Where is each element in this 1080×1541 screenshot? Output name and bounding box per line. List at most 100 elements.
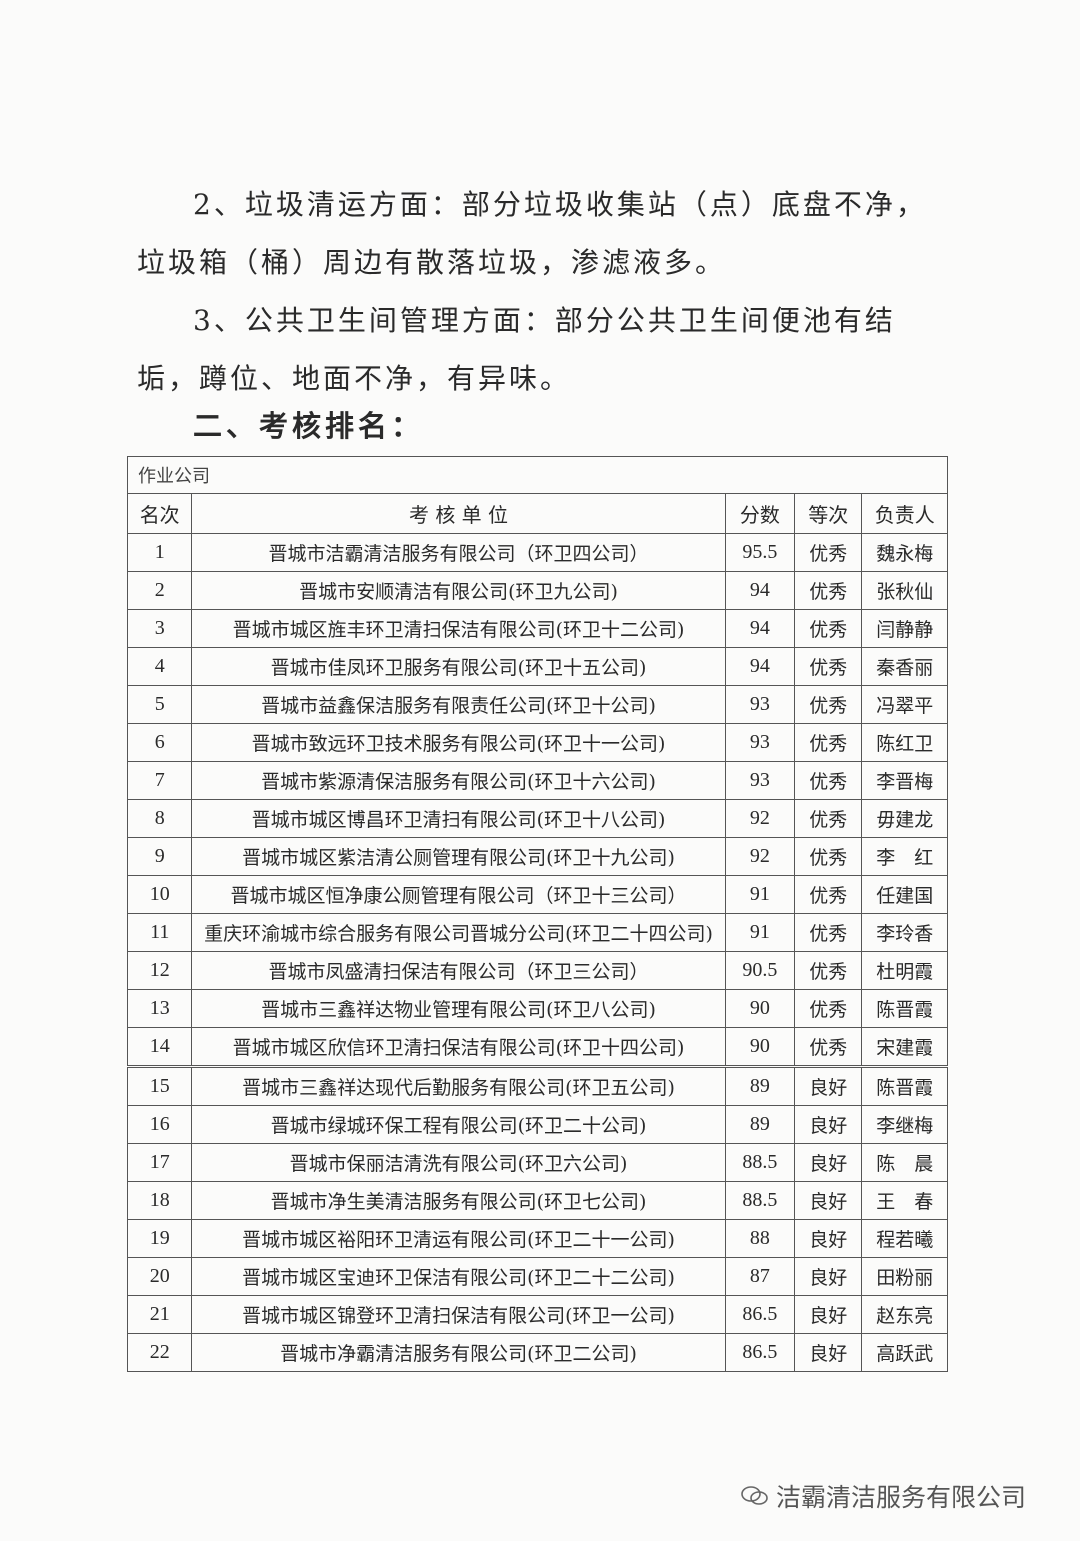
cell-person: 李继梅 bbox=[861, 1105, 948, 1144]
cell-grade: 优秀 bbox=[794, 1027, 863, 1067]
cell-person: 陈晋霞 bbox=[861, 989, 948, 1028]
cell-person: 张秋仙 bbox=[861, 571, 948, 610]
cell-rank: 5 bbox=[126, 685, 193, 724]
cell-rank: 7 bbox=[126, 761, 193, 800]
cell-unit: 晋城市城区紫洁清公厕管理有限公司(环卫十九公司) bbox=[191, 837, 726, 876]
cell-grade: 优秀 bbox=[794, 533, 863, 572]
table-row: 8 晋城市城区博昌环卫清扫有限公司(环卫十八公司) 92 优秀 毋建龙 bbox=[126, 799, 948, 838]
cell-unit: 晋城市城区博昌环卫清扫有限公司(环卫十八公司) bbox=[191, 799, 726, 838]
table-row: 1 晋城市洁霸清洁服务有限公司（环卫四公司） 95.5 优秀 魏永梅 bbox=[126, 533, 948, 572]
cell-grade: 良好 bbox=[794, 1065, 863, 1106]
table-row: 17 晋城市保丽洁清洗有限公司(环卫六公司) 88.5 良好陈 晨 bbox=[126, 1143, 948, 1182]
cell-person: 陈红卫 bbox=[861, 723, 948, 762]
cell-unit: 晋城市益鑫保洁服务有限责任公司(环卫十公司) bbox=[191, 685, 726, 724]
cell-person: 田粉丽 bbox=[861, 1257, 948, 1296]
watermark-text: 洁霸清洁服务有限公司 bbox=[776, 1483, 1027, 1512]
table-row: 4 晋城市佳凤环卫服务有限公司(环卫十五公司) 94 优秀 秦香丽 bbox=[126, 647, 948, 686]
cell-score: 86.5 bbox=[724, 1333, 796, 1372]
cell-unit: 晋城市安顺清洁有限公司(环卫九公司) bbox=[191, 571, 726, 610]
cell-rank: 10 bbox=[126, 875, 193, 914]
cell-person: 陈晋霞 bbox=[861, 1065, 948, 1106]
cell-person: 王 春 bbox=[861, 1181, 948, 1220]
wechat-icon bbox=[741, 1486, 768, 1505]
cell-score: 88.5 bbox=[724, 1181, 796, 1220]
cell-unit: 晋城市城区锦登环卫清扫保洁有限公司(环卫一公司) bbox=[191, 1295, 726, 1334]
cell-unit: 晋城市三鑫祥达现代后勤服务有限公司(环卫五公司) bbox=[191, 1065, 726, 1106]
cell-rank: 13 bbox=[126, 989, 193, 1028]
cell-rank: 16 bbox=[126, 1105, 193, 1144]
ranking-table: 作业公司 名次 考 核 单 位 分数 等次 负责人 1 晋城市洁霸清洁服务有限公司… bbox=[126, 456, 948, 1372]
cell-rank: 8 bbox=[126, 799, 193, 838]
cell-score: 93 bbox=[724, 723, 796, 762]
table-row: 10 晋城市城区恒净康公厕管理有限公司（环卫十三公司） 91 优秀 任建国 bbox=[126, 875, 948, 914]
cell-unit: 晋城市城区裕阳环卫清运有限公司(环卫二十一公司) bbox=[191, 1219, 726, 1258]
cell-rank: 6 bbox=[126, 723, 193, 762]
cell-score: 88.5 bbox=[724, 1143, 796, 1182]
cell-unit: 晋城市城区恒净康公厕管理有限公司（环卫十三公司） bbox=[191, 875, 726, 914]
cell-unit: 晋城市保丽洁清洗有限公司(环卫六公司) bbox=[191, 1143, 726, 1182]
cell-score: 89 bbox=[724, 1105, 796, 1144]
cell-person: 李玲香 bbox=[861, 913, 948, 952]
table-caption: 作业公司 bbox=[127, 456, 948, 494]
cell-rank: 22 bbox=[126, 1333, 193, 1372]
table-row: 21 晋城市城区锦登环卫清扫保洁有限公司(环卫一公司) 86.5 良好 赵东亮 bbox=[126, 1295, 948, 1334]
header-unit: 考 核 单 位 bbox=[191, 493, 726, 534]
header-person: 负责人 bbox=[861, 493, 948, 534]
cell-score: 93 bbox=[724, 685, 796, 724]
cell-person: 赵东亮 bbox=[861, 1295, 948, 1334]
cell-rank: 18 bbox=[126, 1181, 193, 1220]
cell-grade: 良好 bbox=[794, 1295, 863, 1334]
cell-unit: 晋城市净生美清洁服务有限公司(环卫七公司) bbox=[191, 1181, 726, 1220]
watermark: 洁霸清洁服务有限公司 bbox=[740, 1478, 1026, 1514]
cell-grade: 良好 bbox=[794, 1333, 863, 1372]
cell-person: 闫静静 bbox=[861, 609, 948, 648]
cell-rank: 17 bbox=[126, 1143, 193, 1182]
cell-unit: 晋城市城区旌丰环卫清扫保洁有限公司(环卫十二公司) bbox=[191, 609, 726, 648]
table-row: 16 晋城市绿城环保工程有限公司(环卫二十公司) 89 良好 李继梅 bbox=[126, 1105, 948, 1144]
cell-score: 86.5 bbox=[724, 1295, 796, 1334]
cell-score: 93 bbox=[724, 761, 796, 800]
table-row: 18 晋城市净生美清洁服务有限公司(环卫七公司) 88.5 良好王 春 bbox=[126, 1181, 948, 1220]
cell-unit: 晋城市凤盛清扫保洁有限公司（环卫三公司） bbox=[191, 951, 726, 990]
cell-unit: 晋城市致远环卫技术服务有限公司(环卫十一公司) bbox=[191, 723, 726, 762]
cell-grade: 优秀 bbox=[794, 761, 863, 800]
cell-person: 高跃武 bbox=[861, 1333, 948, 1372]
cell-rank: 19 bbox=[126, 1219, 193, 1258]
cell-grade: 优秀 bbox=[794, 913, 863, 952]
cell-unit: 晋城市绿城环保工程有限公司(环卫二十公司) bbox=[191, 1105, 726, 1144]
cell-unit: 晋城市净霸清洁服务有限公司(环卫二公司) bbox=[191, 1333, 726, 1372]
cell-score: 90 bbox=[724, 1027, 796, 1067]
cell-score: 94 bbox=[724, 571, 796, 610]
cell-person: 李 红 bbox=[861, 837, 948, 876]
cell-unit: 晋城市城区欣信环卫清扫保洁有限公司(环卫十四公司) bbox=[191, 1027, 726, 1067]
cell-rank: 21 bbox=[126, 1295, 193, 1334]
cell-grade: 优秀 bbox=[794, 647, 863, 686]
table-row: 6 晋城市致远环卫技术服务有限公司(环卫十一公司) 93 优秀 陈红卫 bbox=[126, 723, 948, 762]
cell-rank: 14 bbox=[126, 1027, 193, 1067]
cell-grade: 良好 bbox=[794, 1143, 863, 1182]
cell-rank: 11 bbox=[126, 913, 193, 952]
section-heading: 二、考核排名： bbox=[193, 409, 425, 443]
cell-person: 宋建霞 bbox=[861, 1027, 948, 1067]
table-row: 22 晋城市净霸清洁服务有限公司(环卫二公司) 86.5 良好 高跃武 bbox=[126, 1333, 948, 1372]
cell-grade: 优秀 bbox=[794, 571, 863, 610]
cell-unit: 晋城市紫源清保洁服务有限公司(环卫十六公司) bbox=[191, 761, 726, 800]
cell-unit: 晋城市三鑫祥达物业管理有限公司(环卫八公司) bbox=[191, 989, 726, 1028]
cell-unit: 晋城市城区宝迪环卫保洁有限公司(环卫二十二公司) bbox=[191, 1257, 726, 1296]
cell-rank: 12 bbox=[126, 951, 193, 990]
cell-grade: 优秀 bbox=[794, 837, 863, 876]
table-row: 19 晋城市城区裕阳环卫清运有限公司(环卫二十一公司) 88 良好 程若曦 bbox=[126, 1219, 948, 1258]
cell-person: 陈 晨 bbox=[861, 1143, 948, 1182]
cell-person: 程若曦 bbox=[861, 1219, 948, 1258]
table-row: 20 晋城市城区宝迪环卫保洁有限公司(环卫二十二公司) 87 良好 田粉丽 bbox=[126, 1257, 948, 1296]
cell-score: 90.5 bbox=[724, 951, 796, 990]
paragraph-garbage: 2、垃圾清运方面：部分垃圾收集站（点）底盘不净，垃圾箱（桶）周边有散落垃圾，渗滤… bbox=[137, 188, 927, 279]
table-row: 7 晋城市紫源清保洁服务有限公司(环卫十六公司) 93 优秀 李晋梅 bbox=[126, 761, 948, 800]
table-row: 9 晋城市城区紫洁清公厕管理有限公司(环卫十九公司) 92 优秀李 红 bbox=[126, 837, 948, 876]
table-row: 11 重庆环渝城市综合服务有限公司晋城分公司(环卫二十四公司) 91 优秀 李玲香 bbox=[126, 913, 948, 952]
cell-grade: 优秀 bbox=[794, 875, 863, 914]
cell-grade: 优秀 bbox=[794, 609, 863, 648]
cell-person: 杜明霞 bbox=[861, 951, 948, 990]
table-row: 5 晋城市益鑫保洁服务有限责任公司(环卫十公司) 93 优秀 冯翠平 bbox=[126, 685, 948, 724]
cell-person: 冯翠平 bbox=[861, 685, 948, 724]
